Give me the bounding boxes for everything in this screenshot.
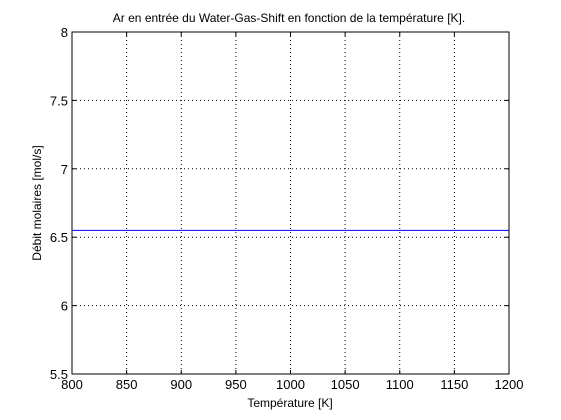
- y-tick-label: 7.5: [50, 93, 68, 108]
- x-tick-label: 1100: [386, 377, 414, 392]
- x-tick-labels: 800 850 900 950 1000 1050 1100 1150 1200: [61, 377, 523, 392]
- y-axis-label: Débit molaires [mol/s]: [30, 145, 44, 260]
- x-tick-label: 1200: [495, 377, 524, 392]
- y-tick-label: 6.5: [50, 230, 68, 245]
- y-tick-label: 8: [61, 25, 68, 40]
- y-tick-labels: 5.5 6 6.5 7 7.5 8: [50, 25, 68, 382]
- plot-frame: [71, 31, 510, 375]
- plot-area: [71, 31, 510, 375]
- x-tick-label: 950: [225, 377, 247, 392]
- plot-background: [72, 32, 509, 374]
- y-tick-label: 6: [61, 299, 68, 314]
- y-tick-label: 5.5: [50, 367, 68, 382]
- x-axis-label: Température [K]: [247, 396, 332, 410]
- x-tick-label: 1150: [440, 377, 468, 392]
- x-tick-label: 800: [61, 377, 83, 392]
- grid-lines: [72, 32, 509, 374]
- x-tick-label: 1000: [276, 377, 305, 392]
- y-tick-label: 7: [61, 162, 68, 177]
- x-tick-label: 900: [170, 377, 192, 392]
- chart-title: Ar en entrée du Water-Gas-Shift en fonct…: [113, 11, 465, 25]
- x-tick-label: 850: [116, 377, 138, 392]
- x-tick-label: 1050: [331, 377, 360, 392]
